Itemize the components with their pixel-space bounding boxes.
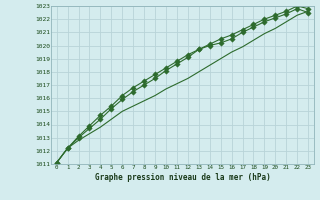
X-axis label: Graphe pression niveau de la mer (hPa): Graphe pression niveau de la mer (hPa) [94,173,270,182]
